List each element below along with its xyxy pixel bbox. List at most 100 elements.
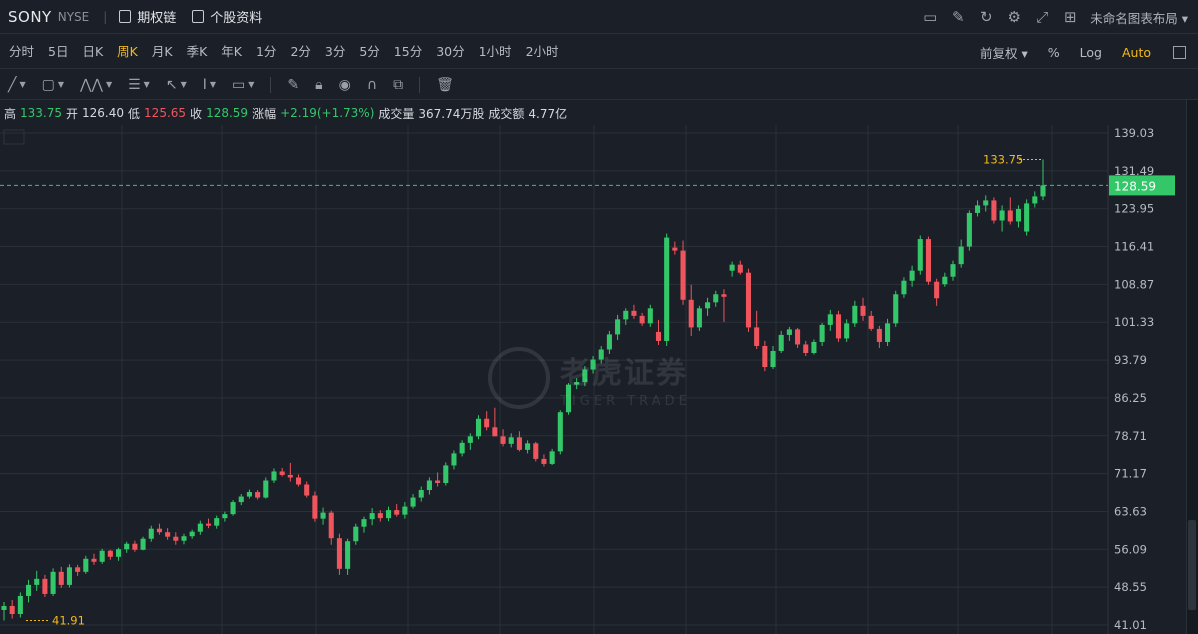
arrow-icon: ↖ xyxy=(165,76,178,93)
period-tab[interactable]: 5日 xyxy=(48,43,69,59)
settings-icon[interactable]: ⚙ xyxy=(1007,8,1021,26)
candle-body xyxy=(745,272,752,328)
fibonacci-tool[interactable]: ☰ ▼ xyxy=(128,77,150,93)
magnet-icon: ∩ xyxy=(366,76,378,93)
candle-body xyxy=(934,281,940,299)
lock-tool[interactable]: 🔒︎ xyxy=(315,77,322,93)
adjust-dropdown[interactable]: 前复权 ▾ xyxy=(980,45,1028,61)
candle-body xyxy=(42,578,48,594)
y-axis-label: 101.33 xyxy=(1114,315,1154,329)
candle-body xyxy=(565,384,572,413)
trendline-tool[interactable]: ╱ ▼ xyxy=(8,77,26,93)
pen-icon: ✎ xyxy=(287,76,300,93)
caret-icon: ▼ xyxy=(248,80,255,89)
refresh-icon[interactable]: ↻ xyxy=(979,8,993,26)
period-tab[interactable]: 年K xyxy=(221,43,242,59)
y-axis-label: 86.25 xyxy=(1114,391,1147,405)
min-marker-label: 41.91 xyxy=(52,613,85,627)
candle-body xyxy=(197,523,203,532)
layers-tool[interactable]: ⧉ xyxy=(393,77,403,93)
candle-body xyxy=(287,474,293,478)
candle-body xyxy=(165,532,171,537)
period-tab[interactable]: 30分 xyxy=(436,43,465,59)
candle-body xyxy=(1,605,7,610)
option-chain-link[interactable]: 期权链 xyxy=(119,7,176,26)
period-tab[interactable]: 1分 xyxy=(255,43,277,59)
candle-body xyxy=(827,314,833,325)
pen-tool[interactable]: ✎ xyxy=(287,77,299,93)
period-tab[interactable]: 月K xyxy=(151,43,173,59)
document-icon xyxy=(192,10,205,23)
stock-profile-link[interactable]: 个股资料 xyxy=(192,7,262,26)
candle-body xyxy=(876,328,882,342)
open-label: 开 xyxy=(66,106,79,121)
scroll-handle[interactable] xyxy=(1188,520,1196,610)
candle-body xyxy=(451,453,457,466)
eye-icon: ◉ xyxy=(338,76,351,93)
option-chain-label: 期权链 xyxy=(137,11,177,26)
ruler-icon: ▭ xyxy=(232,76,246,93)
percent-toggle[interactable]: % xyxy=(1047,44,1060,60)
pattern-tool[interactable]: ⋀⋀ ▼ xyxy=(80,77,112,93)
period-tab[interactable]: 周K xyxy=(117,43,138,59)
candle-body xyxy=(966,212,972,247)
y-axis-label: 78.71 xyxy=(1114,429,1147,443)
candle-body xyxy=(705,302,711,309)
period-tab[interactable]: 2分 xyxy=(290,43,311,59)
side-panel-strip[interactable] xyxy=(1186,100,1198,634)
layout-dropdown[interactable]: 未命名图表布局 ▾ xyxy=(1090,10,1188,26)
candle-body xyxy=(410,497,416,507)
period-tab[interactable]: 2小时 xyxy=(525,43,559,59)
candle-body xyxy=(680,250,686,300)
period-tab[interactable]: 分时 xyxy=(9,43,35,59)
candle-body xyxy=(361,519,367,527)
measure-tool[interactable]: ▭ ▼ xyxy=(232,77,254,93)
magnet-tool[interactable]: ∩ xyxy=(367,77,377,93)
last-price-label: 128.59 xyxy=(1114,179,1156,193)
divider: | xyxy=(103,9,108,24)
candle-body xyxy=(328,512,334,539)
candle-body xyxy=(541,458,547,464)
candle-body xyxy=(320,512,326,519)
text-tool[interactable]: Ⅰ ▼ xyxy=(203,77,216,93)
candle-body xyxy=(26,584,32,596)
fullscreen-icon[interactable]: ⤢ xyxy=(1036,8,1049,26)
candlestick-chart[interactable]: 139.03 131.49 123.95 116.41 108.87 101.33 93.7… xyxy=(0,125,1186,634)
y-axis-label: 63.63 xyxy=(1114,504,1147,518)
candle-body xyxy=(721,294,727,297)
arrow-tool[interactable]: ↖ ▼ xyxy=(166,77,187,93)
candle-body xyxy=(729,264,735,271)
candle-body xyxy=(140,538,146,550)
chart-type-icon[interactable]: ▭ xyxy=(923,8,938,26)
period-tab[interactable]: 5分 xyxy=(359,43,380,59)
candle-body xyxy=(819,324,825,342)
candle-body xyxy=(492,427,498,437)
log-toggle[interactable]: Log xyxy=(1079,44,1102,60)
volume-value: 367.74万股 xyxy=(418,106,485,121)
candle-body xyxy=(516,437,522,450)
y-axis-label: 93.79 xyxy=(1114,353,1147,367)
last-price-tag xyxy=(1109,175,1175,196)
grid-layout-icon[interactable]: ⊞ xyxy=(1063,8,1077,26)
chart-area[interactable]: 139.03 131.49 123.95 116.41 108.87 101.33 93.7… xyxy=(0,125,1198,634)
visibility-tool[interactable]: ◉ xyxy=(339,77,351,93)
delete-tool[interactable]: 🗑︎ xyxy=(436,77,454,93)
candle-body xyxy=(271,471,277,481)
period-toolbar: 分时 5日 日K 周K 月K 季K 年K 1分 2分 3分 5分 15分 30分 1小时 2小时 前复权 ▾… xyxy=(0,35,1198,69)
period-tab[interactable]: 季K xyxy=(186,43,208,59)
candle-body xyxy=(312,495,318,519)
period-tab[interactable]: 15分 xyxy=(393,43,423,59)
period-tab[interactable]: 日K xyxy=(82,43,104,59)
period-tab[interactable]: 3分 xyxy=(324,43,346,59)
candle-body xyxy=(255,492,261,498)
candle-body xyxy=(893,294,899,324)
period-tab[interactable]: 1小时 xyxy=(478,43,512,59)
rectangle-tool[interactable]: ▢ ▼ xyxy=(42,77,64,93)
ticker-symbol[interactable]: SONY xyxy=(8,7,52,26)
candle-body xyxy=(189,531,195,537)
expand-icon[interactable] xyxy=(1173,45,1186,59)
candle-body xyxy=(304,484,310,496)
auto-toggle[interactable]: Auto xyxy=(1121,44,1151,60)
edit-icon[interactable]: ✎ xyxy=(951,8,965,26)
candle-body xyxy=(713,294,719,303)
